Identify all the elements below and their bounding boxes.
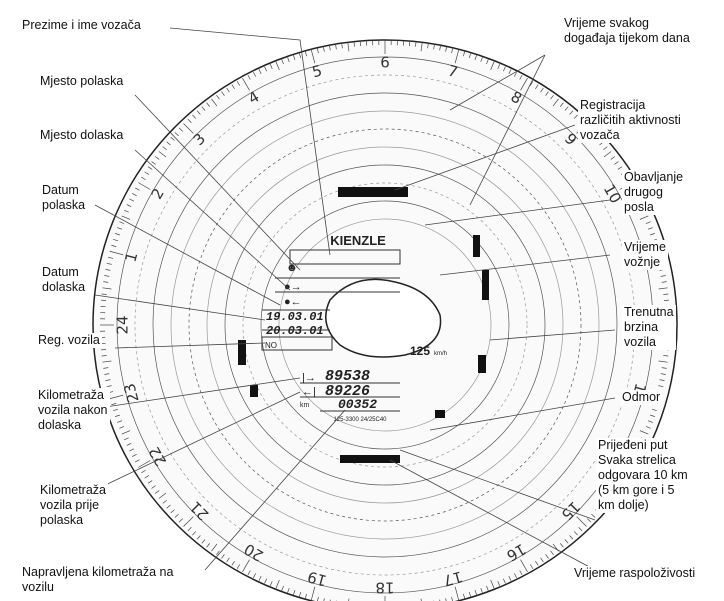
km-unit: km <box>300 402 310 409</box>
label-arrival-date: Datumdolaska <box>40 265 87 295</box>
label-arrival-place: Mjesto dolaska <box>38 128 125 143</box>
speed-unit: km/h <box>434 351 447 357</box>
arrow-icon: |→ <box>302 372 316 384</box>
label-distance: Prijeđeni putSvaka strelicaodgovara 10 k… <box>596 438 690 513</box>
label-driver-name: Prezime i ime vozača <box>20 18 143 33</box>
label-activities: Registracijarazličitih aktivnostivozača <box>578 98 683 143</box>
disc-code: 125-3300 24/25C40 <box>333 417 387 423</box>
label-registration: Reg. vozila <box>36 333 102 348</box>
label-availability: Vrijeme raspoloživosti <box>572 566 697 581</box>
hour-label: 24 <box>114 315 132 334</box>
km-driven: 00352 <box>338 397 377 412</box>
date-departure: 19.03.01 <box>266 310 324 324</box>
label-departure-date: Datumpolaska <box>40 183 87 213</box>
speed-max: 125 <box>410 344 430 358</box>
arrow-icon: ●← <box>284 296 302 308</box>
date-arrival: 20.03.01 <box>266 324 324 338</box>
label-rest: Odmor <box>620 390 662 405</box>
brand: KIENZLE <box>330 233 386 248</box>
person-icon: ☻ <box>286 262 298 274</box>
label-driving-time: Vrijemevožnje <box>622 240 668 270</box>
page: KIENZLE ☻ ●→ ●← 19.03.01 20.03.01 NO 125… <box>0 0 724 601</box>
reg-prefix: NO <box>265 341 277 350</box>
hour-label: 6 <box>380 54 390 72</box>
hour-label: 18 <box>375 579 394 597</box>
arrow-icon: ←| <box>302 386 316 398</box>
label-departure-place: Mjesto polaska <box>38 74 125 89</box>
